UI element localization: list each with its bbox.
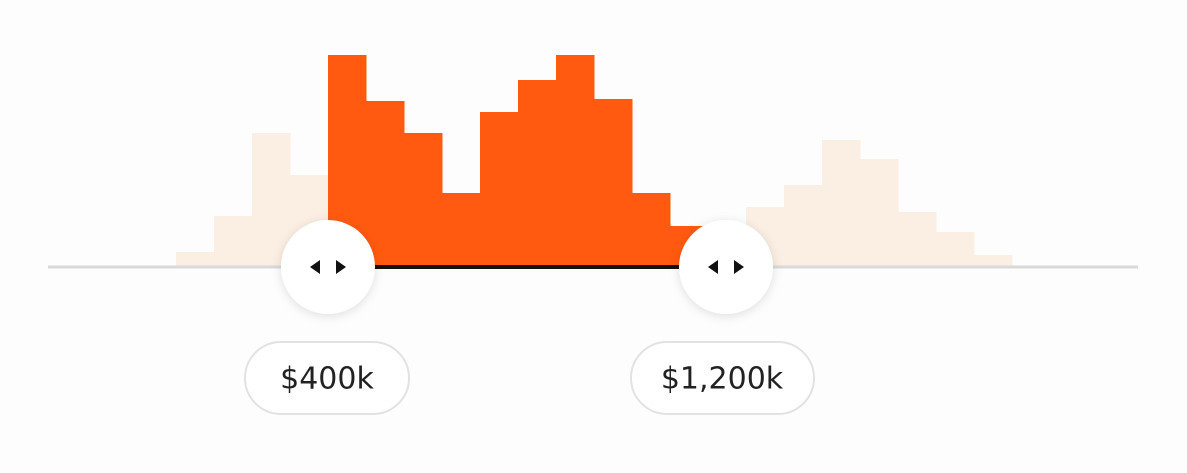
bar xyxy=(898,212,937,266)
pill[interactable] xyxy=(244,341,410,415)
max-price-pill[interactable]: $1,200k xyxy=(630,341,815,415)
bar xyxy=(860,159,899,266)
handle-knob[interactable] xyxy=(679,220,773,314)
bar xyxy=(974,255,1013,266)
bar xyxy=(784,185,823,266)
min-handle[interactable] xyxy=(281,220,375,314)
selected-bar xyxy=(442,193,481,266)
selected-bar xyxy=(404,133,443,266)
min-price-pill[interactable]: $400k xyxy=(244,341,410,415)
bar xyxy=(936,232,975,266)
max-handle[interactable] xyxy=(679,220,773,314)
selected-bar xyxy=(594,99,633,266)
pill[interactable] xyxy=(630,341,815,415)
handle-knob[interactable] xyxy=(281,220,375,314)
bar xyxy=(214,216,253,266)
bar xyxy=(176,252,215,266)
bar xyxy=(822,140,861,266)
max-price-label: $1,200k xyxy=(661,362,784,397)
selected-bar xyxy=(632,193,671,266)
bar xyxy=(252,133,291,266)
selected-bar xyxy=(518,80,557,266)
min-price-label: $400k xyxy=(280,362,374,397)
selected-bar xyxy=(556,55,595,266)
selected-bar xyxy=(366,101,405,266)
handle-arrows xyxy=(310,260,346,274)
selected-bar xyxy=(480,112,519,266)
handle-arrows xyxy=(708,260,744,274)
